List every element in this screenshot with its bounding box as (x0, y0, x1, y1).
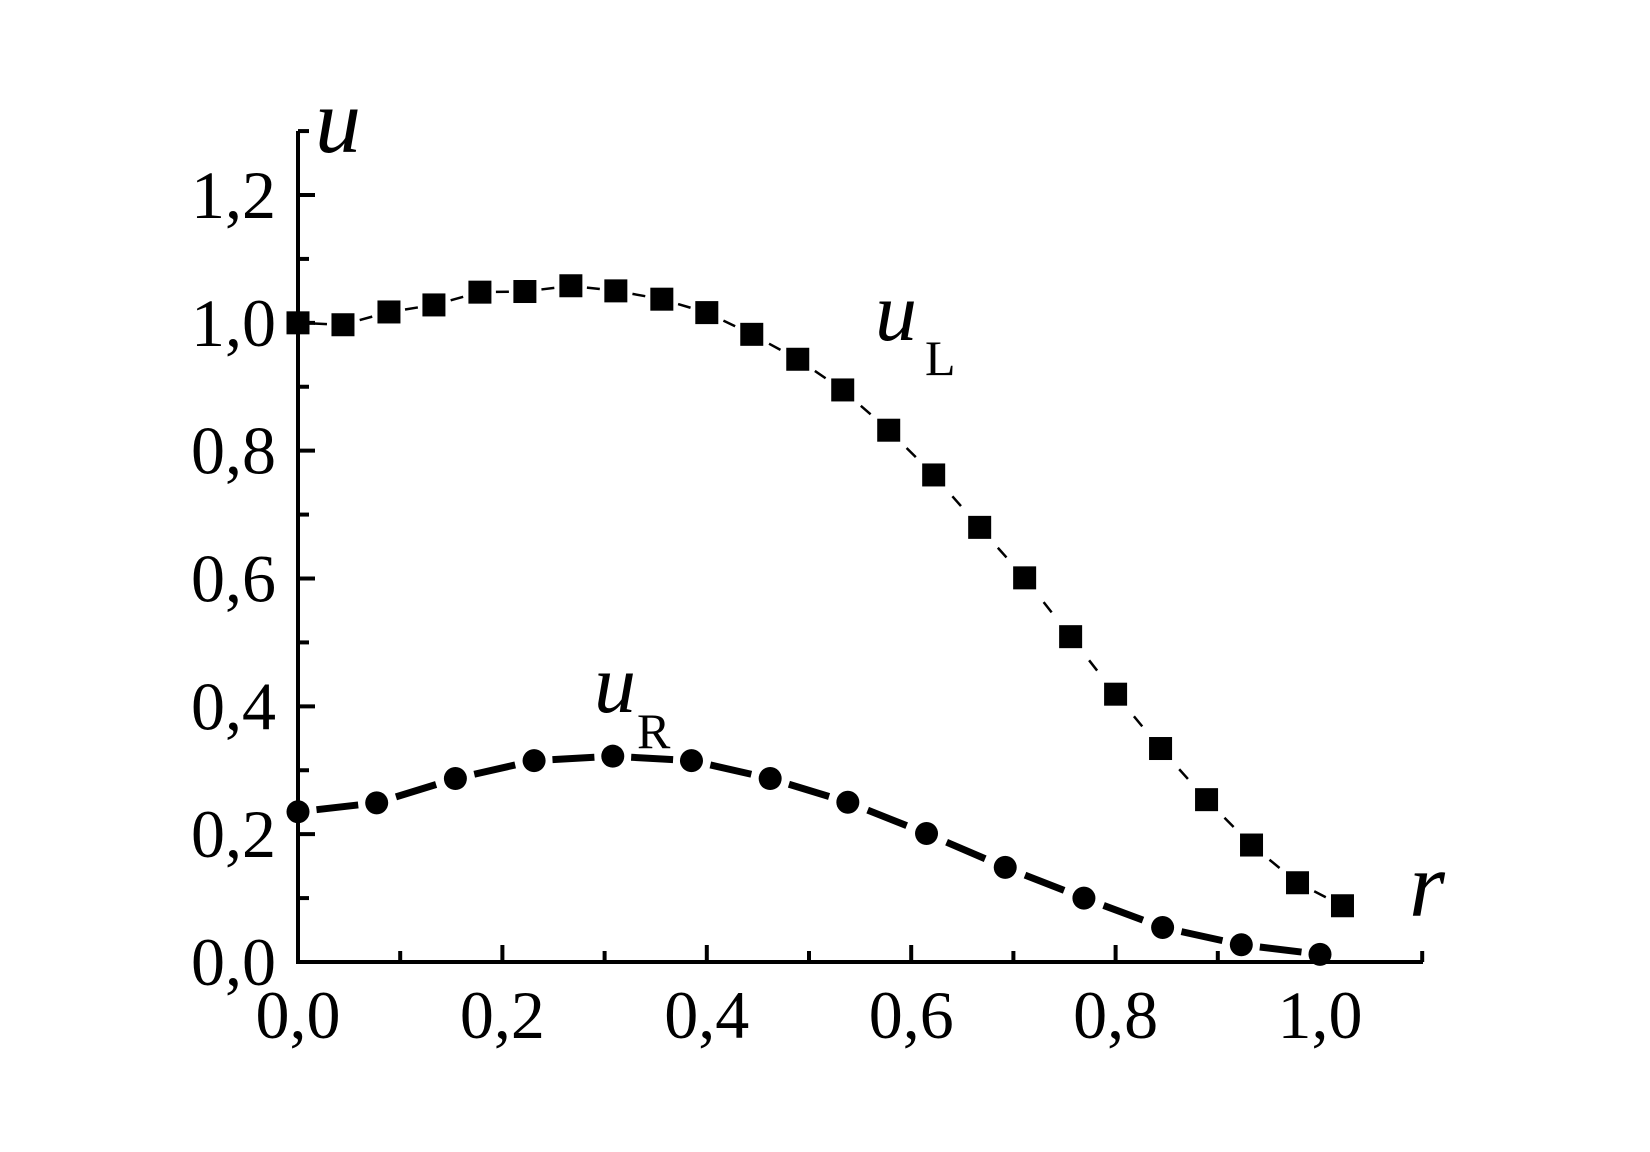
data-point-circle-u_R (365, 791, 389, 815)
y-axis-tick-label: 0,8 (191, 413, 276, 489)
x-axis-tick-label: 0,8 (1073, 977, 1158, 1053)
series-line-dash-u_L (1178, 768, 1189, 780)
data-point-square-u_L (695, 301, 719, 325)
series-line-dash-u_R (787, 780, 831, 800)
x-axis-tick-label: 0,0 (256, 977, 341, 1053)
data-point-square-u_L (468, 280, 492, 304)
series-line-dash-u_R (552, 753, 595, 764)
tick-labels: 0,0 0,2 0,4 0,6 0,8 1,0 0,0 0,2 0,4 0,6 0,8 1,0 1,2 (191, 157, 1363, 1053)
data-point-square-u_L (1330, 894, 1354, 918)
data-point-square-u_L (377, 300, 401, 324)
series-line-dash-u_R (945, 838, 987, 862)
y-axis-tick-label: 0,2 (191, 796, 276, 872)
data-point-square-u_L (1286, 871, 1310, 895)
series-line-dash-u_L (905, 447, 917, 459)
data-point-square-u_L (831, 378, 855, 402)
series-label-uL-sub: L (925, 330, 956, 386)
y-axis-tick-label: 0,0 (191, 924, 276, 1000)
data-point-square-u_L (513, 280, 537, 304)
data-point-circle-u_R (443, 767, 467, 791)
x-axis-title: r (1409, 834, 1446, 936)
series-line-dash-u_R (1180, 928, 1224, 945)
series-label-uL-main: u (875, 266, 917, 359)
data-point-circle-u_R (1308, 942, 1332, 966)
series-line-dash-u_L (1313, 890, 1327, 899)
data-point-square-u_L (1013, 566, 1037, 590)
series-line-dash-u_L (541, 286, 555, 291)
series-line-dash-u_L (1088, 659, 1099, 672)
series-line-dash-u_L (1042, 601, 1053, 614)
series-line-dash-u_R (630, 753, 674, 764)
x-axis-tick-label: 0,6 (869, 977, 954, 1053)
data-point-square-u_L (286, 311, 310, 335)
data-point-square-u_L (422, 293, 446, 317)
data-point-square-u_L (922, 463, 946, 487)
data-point-circle-u_R (836, 790, 860, 814)
data-point-square-u_L (877, 418, 901, 442)
series-line-dash-u_R (1102, 902, 1145, 924)
axes (296, 131, 1423, 964)
series-line-dash-u_L (450, 295, 464, 302)
series-line-dash-u_R (1259, 943, 1302, 956)
series-line-dash-u_R (709, 761, 753, 778)
data-point-square-u_L (1059, 625, 1083, 649)
series-line-dash-u_L (404, 306, 419, 311)
data-series (286, 274, 1354, 966)
data-point-square-u_L (740, 322, 764, 346)
data-point-circle-u_R (1072, 886, 1096, 910)
y-axis-tick-label: 1,0 (191, 285, 276, 361)
series-line-dash-u_L (951, 495, 962, 507)
series-line-dash-u_L (1132, 715, 1144, 728)
data-point-circle-u_R (1229, 933, 1253, 957)
data-point-square-u_L (650, 287, 674, 311)
data-point-square-u_L (1240, 833, 1264, 857)
x-axis-tick-label: 1,0 (1278, 977, 1363, 1053)
data-point-circle-u_R (993, 855, 1017, 879)
series-label-uR-main: u (594, 638, 636, 731)
y-axis-tick-label: 1,2 (191, 157, 276, 233)
y-axis-title: u (315, 70, 361, 172)
series-line-dash-u_L (586, 286, 600, 291)
data-point-square-u_L (604, 279, 628, 303)
data-point-square-u_L (559, 274, 583, 298)
series-line-dash-u_L (359, 315, 373, 322)
series-line-dash-u_L (722, 319, 736, 328)
series-line-dash-u_R (1023, 871, 1066, 894)
data-point-circle-u_R (679, 749, 703, 773)
y-axis-tick-label: 0,4 (191, 668, 276, 744)
series-line-dash-u_R (866, 806, 908, 829)
series-line-dash-u_L (814, 369, 827, 380)
data-point-square-u_L (1195, 788, 1219, 812)
data-point-square-u_L (1149, 737, 1173, 761)
series-label-uR-sub: R (637, 703, 671, 759)
data-point-circle-u_R (286, 800, 310, 824)
series-line-dash-u_R (394, 781, 438, 801)
data-point-circle-u_R (522, 749, 546, 773)
series-line-dash-u_L (860, 404, 872, 416)
data-point-circle-u_R (758, 767, 782, 791)
x-axis-tick-label: 0,2 (460, 977, 545, 1053)
series-line-dash-u_L (313, 322, 328, 326)
data-point-circle-u_R (915, 822, 939, 846)
data-point-square-u_L (786, 347, 810, 371)
data-point-square-u_L (1104, 682, 1128, 706)
data-point-square-u_L (331, 313, 355, 337)
series-line-dash-u_L (632, 292, 646, 298)
x-axis-tick-label: 0,4 (664, 977, 749, 1053)
y-axis-tick-label: 0,6 (191, 540, 276, 616)
series-line-dash-u_L (768, 342, 782, 351)
series-line-dash-u_L (1268, 858, 1281, 869)
data-point-square-u_L (968, 515, 992, 539)
series-line-dash-u_R (316, 801, 359, 814)
series-line-dash-u_L (1223, 816, 1235, 828)
data-point-circle-u_R (601, 744, 625, 768)
series-line-dash-u_R (473, 761, 516, 778)
series-line-dash-u_L (996, 546, 1008, 559)
series-line-dash-u_L (677, 302, 691, 309)
data-point-circle-u_R (1151, 915, 1175, 939)
